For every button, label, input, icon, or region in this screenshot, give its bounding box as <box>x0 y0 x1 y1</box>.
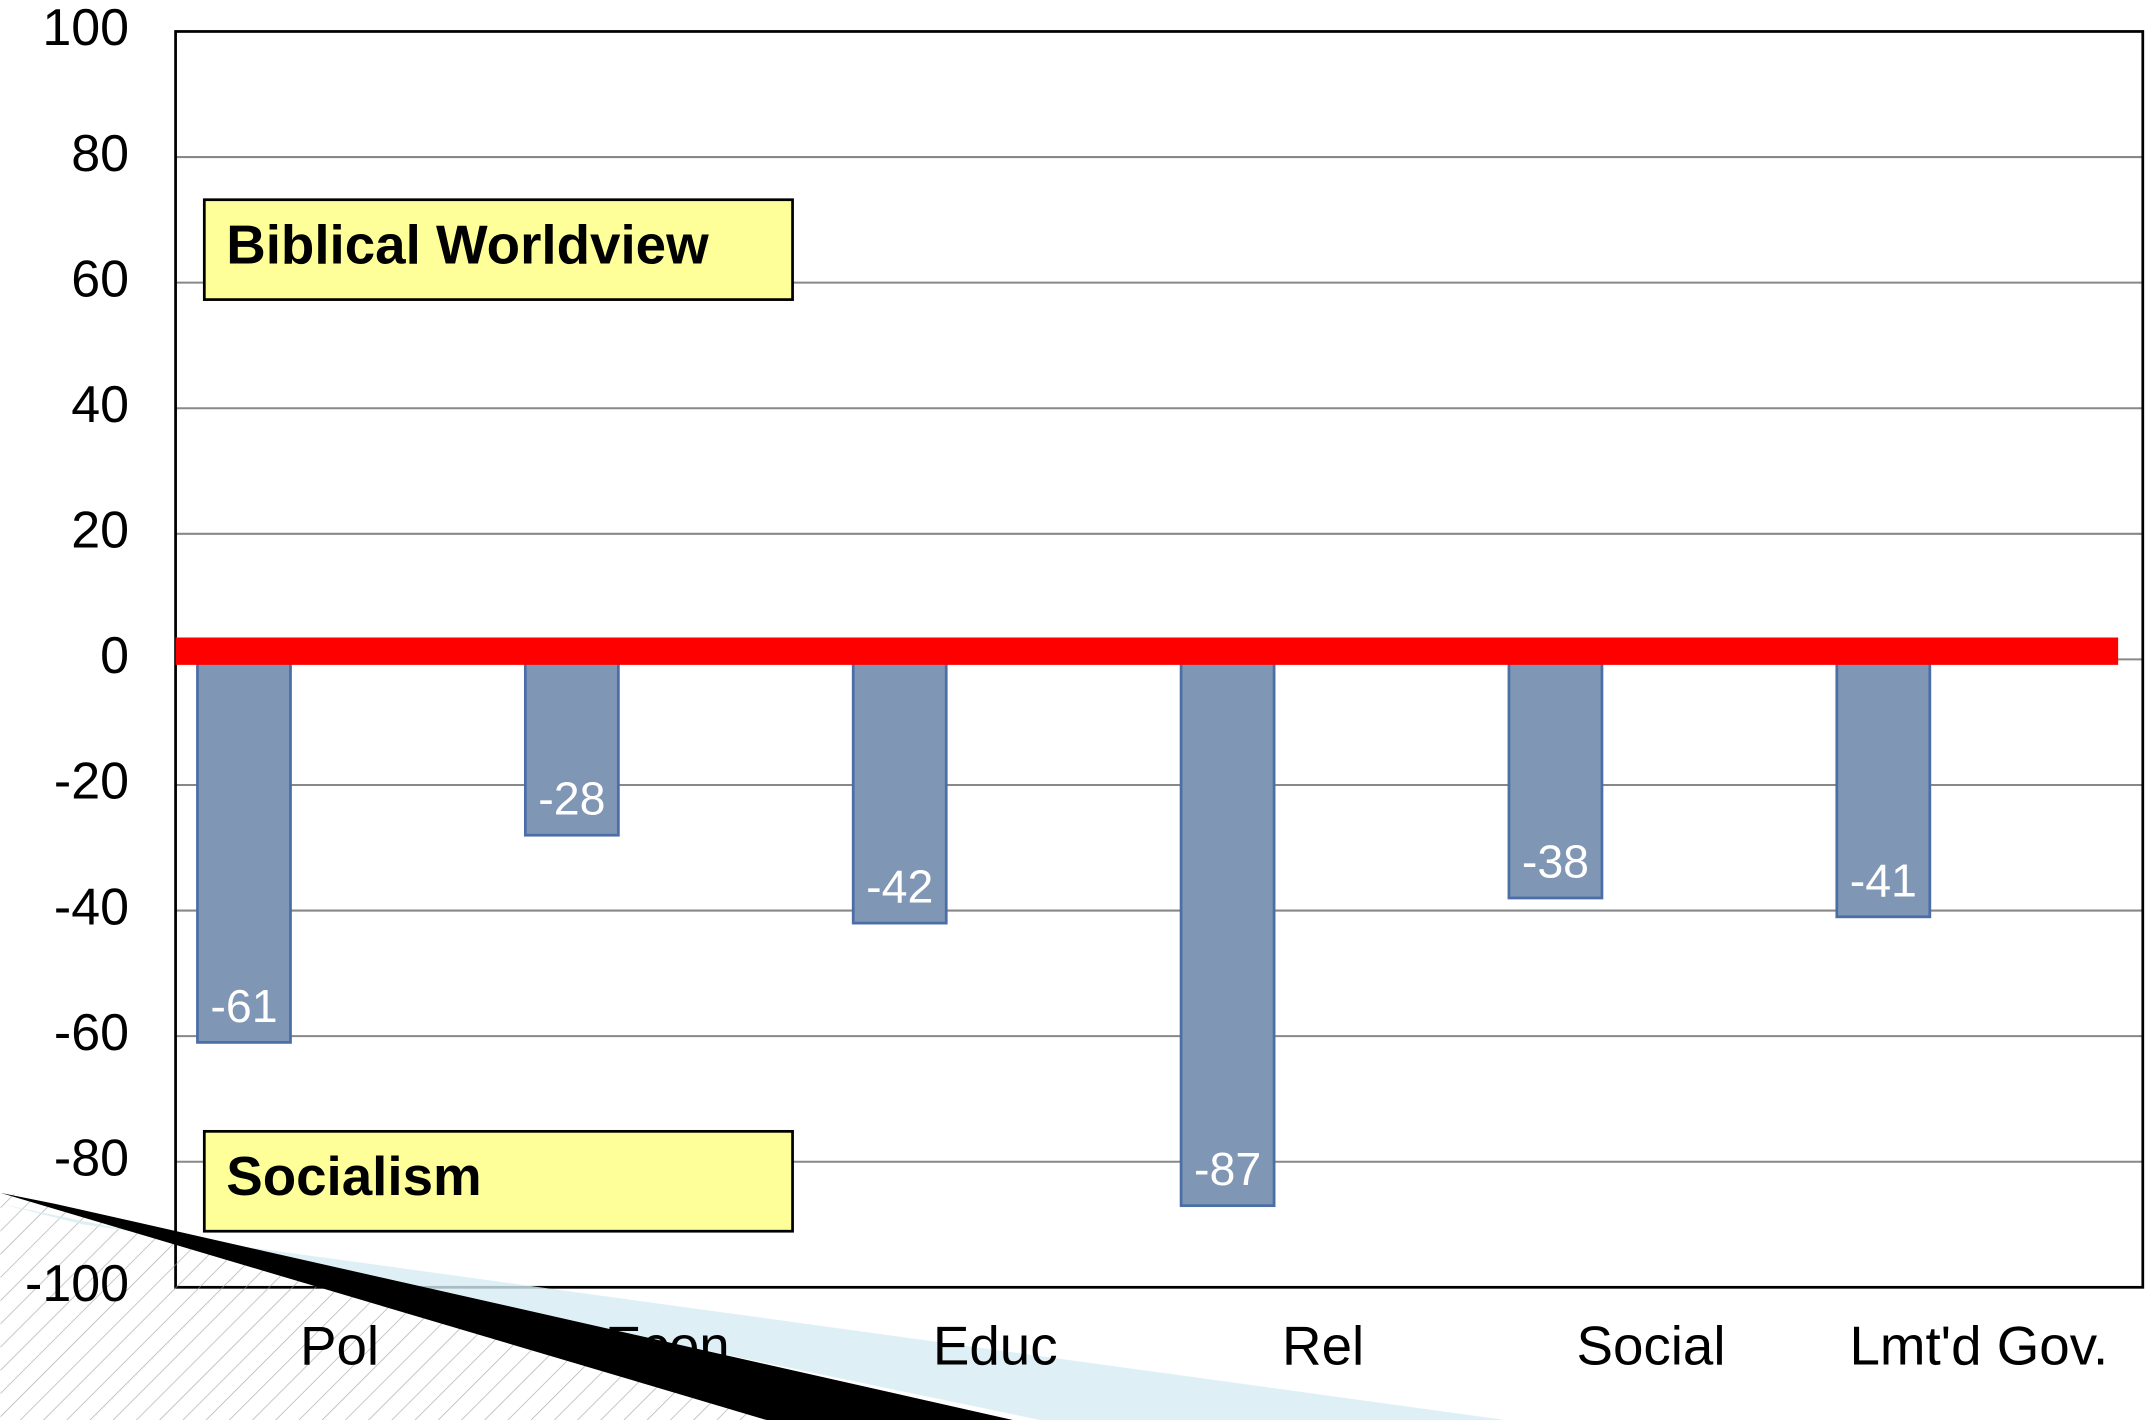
y-tick-label: 0 <box>100 627 129 685</box>
data-label: -87 <box>1194 1143 1261 1195</box>
data-label: -42 <box>866 861 933 913</box>
bar <box>851 658 948 925</box>
y-tick-label: -60 <box>54 1004 129 1062</box>
annotation-box <box>202 198 794 301</box>
labels: -100 -80 -60 -40 -20 0 20 40 60 80 100 Pol -61 Econ -2… <box>25 0 2108 1377</box>
bar <box>523 658 620 837</box>
x-tick-label: Lmt'd Gov. <box>1849 1315 2108 1377</box>
bar <box>196 658 292 1044</box>
data-label: -61 <box>210 980 277 1032</box>
annotation-box <box>202 1129 794 1233</box>
y-tick-label: -20 <box>54 753 129 811</box>
y-tick-label: -80 <box>54 1129 129 1187</box>
annotation: Biblical Worldview <box>226 213 709 275</box>
hatch-corner <box>0 1190 767 1420</box>
dark-stripe <box>0 1192 1013 1420</box>
y-tick-label: 40 <box>71 376 129 434</box>
y-tick-label: -100 <box>25 1255 129 1313</box>
x-tick-label: Econ <box>605 1315 730 1377</box>
x-tick-label: Rel <box>1282 1315 1364 1377</box>
data-label: -38 <box>1522 835 1589 887</box>
annotation: Socialism <box>226 1145 481 1207</box>
x-tick-label: Social <box>1576 1315 1725 1377</box>
y-tick-label: 20 <box>71 502 129 560</box>
y-tick-label: 80 <box>71 125 129 183</box>
bar <box>1179 658 1276 1208</box>
y-tick-label: -40 <box>54 878 129 936</box>
x-tick-label: Pol <box>300 1315 379 1377</box>
y-tick-label: 60 <box>71 250 129 308</box>
x-tick-label: Educ <box>933 1315 1058 1377</box>
data-label: -28 <box>538 773 605 825</box>
decoration <box>0 1190 1506 1420</box>
data-label: -41 <box>1850 854 1917 906</box>
y-tick-label: 100 <box>42 0 129 57</box>
